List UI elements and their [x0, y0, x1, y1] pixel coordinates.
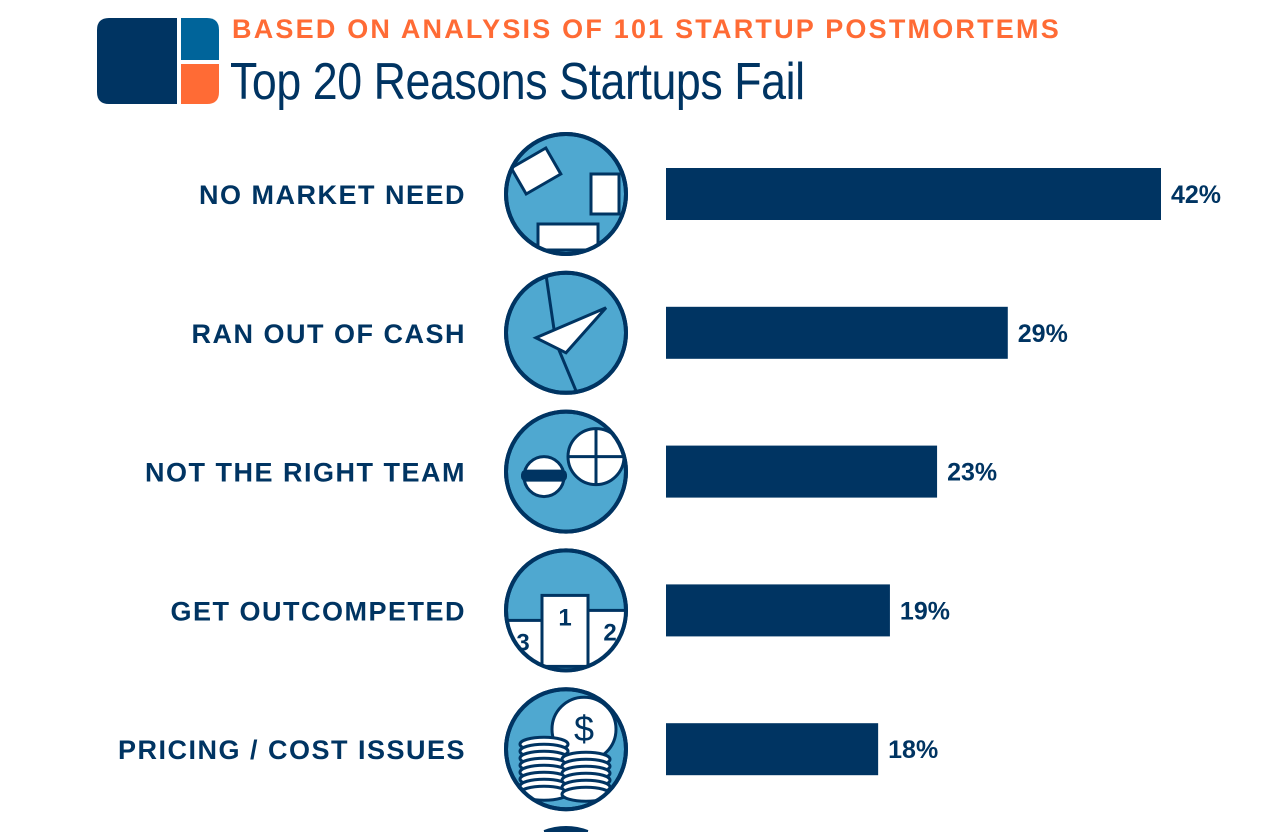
chart-row: PRICING / COST ISSUES $18% [118, 687, 938, 812]
value-label: 29% [1018, 320, 1068, 348]
value-label: 23% [947, 459, 997, 487]
category-label: NO MARKET NEED [199, 180, 466, 210]
next-icon-partial [543, 826, 589, 832]
logo [97, 18, 219, 104]
bar [666, 584, 890, 637]
coins-icon: $ [504, 687, 628, 812]
chart-row: RAN OUT OF CASH 29% [192, 270, 1068, 395]
category-label: GET OUTCOMPETED [170, 596, 466, 626]
podium-label: 1 [558, 604, 571, 631]
value-label: 19% [900, 597, 950, 625]
value-label: 42% [1171, 181, 1221, 209]
puzzle-icon [504, 132, 628, 256]
handshake-icon [504, 270, 628, 395]
podium-icon: 312 [504, 548, 628, 673]
category-label: PRICING / COST ISSUES [118, 735, 466, 765]
bar [666, 168, 1161, 220]
svg-text:$: $ [574, 708, 594, 749]
category-label: NOT THE RIGHT TEAM [145, 458, 466, 488]
chart-row: NOT THE RIGHT TEAM 23% [145, 409, 997, 534]
bar [666, 445, 938, 498]
bar [666, 306, 1008, 359]
value-label: 18% [888, 736, 938, 764]
page-title: Top 20 Reasons Startups Fail [230, 53, 805, 111]
category-label: RAN OUT OF CASH [192, 319, 467, 349]
team-icon [504, 409, 628, 534]
bar [666, 723, 879, 776]
subtitle: BASED ON ANALYSIS OF 101 STARTUP POSTMOR… [232, 14, 1061, 44]
chart-row: NO MARKET NEED 42% [199, 132, 1221, 256]
podium-label: 2 [603, 619, 616, 646]
